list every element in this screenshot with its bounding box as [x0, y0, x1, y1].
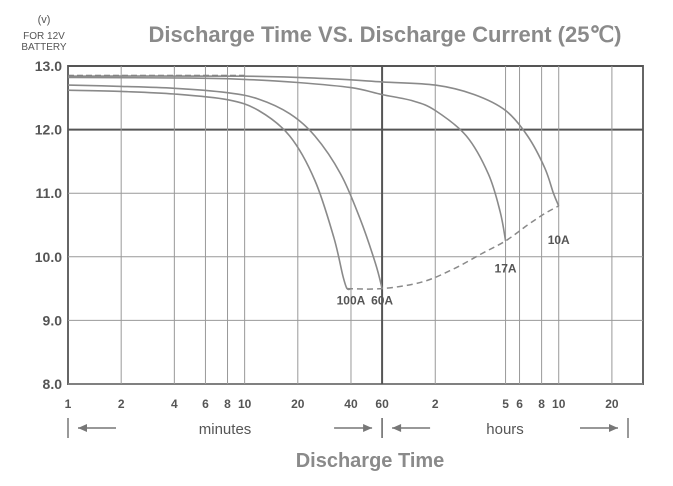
- grid: [67, 65, 644, 385]
- segment-minutes-arrowhead-right: [363, 424, 373, 432]
- x-tick-label: 1: [65, 397, 72, 411]
- y-axis-label-line-1: FOR 12V: [23, 31, 65, 42]
- segment-hours-label: hours: [486, 421, 524, 438]
- plot-frame: [67, 65, 644, 385]
- x-tick-label: 4: [171, 397, 178, 411]
- y-tick-label: 12.0: [35, 122, 62, 138]
- series-100a-curve: [67, 89, 352, 291]
- segment-hours-arrowhead-left: [392, 424, 402, 432]
- x-tick-label: 40: [344, 397, 358, 411]
- x-tick-labels: 1 2 4 6 8 10 20 40 60 2 5 6 8 10 20: [65, 397, 619, 411]
- x-tick-label: 8: [538, 397, 545, 411]
- x-tick-label: 20: [291, 397, 305, 411]
- segment-minutes-arrowhead-left: [78, 424, 87, 432]
- series-17a-curve: [67, 76, 507, 242]
- x-tick-label: 6: [516, 397, 523, 411]
- series-10a-curve: [67, 75, 560, 207]
- y-tick-label: 10.0: [35, 249, 62, 265]
- series-60a-label: 60A: [371, 294, 393, 308]
- y-tick-labels: 8.0 9.0 10.0 11.0 12.0 13.0: [35, 58, 62, 392]
- x-tick-label: 60: [375, 397, 389, 411]
- y-tick-label: 8.0: [43, 376, 63, 392]
- x-tick-label: 5: [502, 397, 509, 411]
- y-tick-label: 13.0: [35, 58, 62, 74]
- series-labels: 100A 60A 17A 10A: [337, 233, 570, 307]
- end-voltage-dashed-curve: [346, 205, 560, 290]
- x-tick-label: 20: [605, 397, 619, 411]
- series-100a-label: 100A: [337, 294, 366, 308]
- series-10a-label: 10A: [548, 233, 570, 247]
- series-60a-curve: [67, 84, 383, 289]
- x-tick-label: 8: [224, 397, 231, 411]
- y-axis-label-line-2: BATTERY: [21, 42, 67, 53]
- series-17a-label: 17A: [495, 262, 517, 276]
- x-tick-label: 10: [552, 397, 566, 411]
- segment-hours-arrowhead-right: [609, 424, 618, 432]
- x-tick-label: 10: [238, 397, 252, 411]
- x-tick-label: 2: [118, 397, 125, 411]
- y-tick-label: 9.0: [43, 312, 63, 328]
- x-tick-label: 2: [432, 397, 439, 411]
- x-axis-title: Discharge Time: [296, 450, 445, 472]
- x-tick-label: 6: [202, 397, 209, 411]
- time-segments: minutes hours: [67, 418, 629, 438]
- series-layer: [67, 74, 560, 291]
- segment-minutes-label: minutes: [199, 421, 252, 438]
- y-tick-label: 11.0: [36, 185, 63, 201]
- chart-title: Discharge Time VS. Discharge Current (25…: [148, 22, 621, 47]
- y-axis-unit: (v): [38, 14, 51, 26]
